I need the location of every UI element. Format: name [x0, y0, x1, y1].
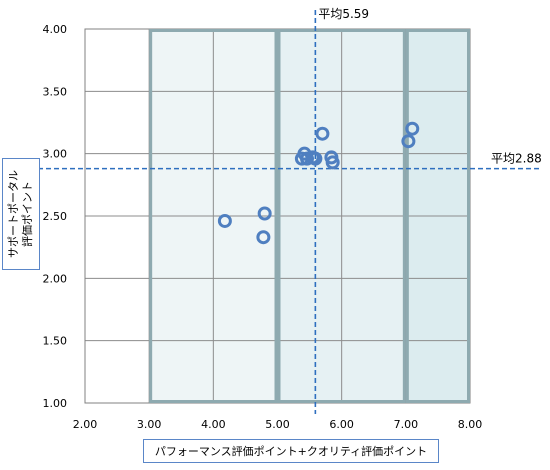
y-axis-label-line-2: 評価ポイント	[21, 181, 34, 247]
data-point-9	[315, 126, 330, 141]
x-mean-label: 平均5.59	[318, 7, 369, 21]
x-tick-label-5: 6.00	[329, 418, 354, 431]
y-tick-label-7: 4.00	[43, 23, 68, 36]
data-points	[217, 121, 420, 245]
band-borders	[149, 29, 471, 403]
y-tick-label-1: 1.00	[43, 397, 68, 410]
data-point-12	[401, 134, 416, 149]
y-mean-label: 平均2.88	[491, 152, 542, 166]
data-point-11	[325, 155, 340, 170]
data-point-6	[300, 151, 315, 166]
y-tick-label-2: 1.50	[43, 335, 68, 348]
y-tick-label-5: 3.00	[43, 148, 68, 161]
data-point-1	[217, 213, 232, 228]
shaded-band-border-2	[277, 29, 406, 403]
mean-lines: 平均5.59 平均2.88	[22, 7, 542, 414]
x-axis-label: パフォーマンス評価ポイント+クオリティ評価ポイント	[143, 439, 439, 463]
y-tick-label-3: 2.00	[43, 272, 68, 285]
data-point-3	[257, 206, 272, 221]
data-point-13	[405, 121, 420, 136]
shaded-band-border-1	[149, 29, 278, 403]
y-axis-label: サポートポータル 評価ポイント	[2, 158, 40, 270]
shaded-band-border-3	[405, 29, 471, 403]
x-tick-label-7: 8.00	[458, 418, 483, 431]
y-tick-label-4: 2.50	[43, 210, 68, 223]
y-axis-label-line-1: サポートポータル	[7, 170, 20, 258]
x-tick-label-2: 3.00	[137, 418, 162, 431]
x-axis-ticks: 2.00 3.00 4.00 5.00 6.00 7.00 8.00	[73, 418, 483, 431]
data-point-8	[308, 151, 323, 166]
x-tick-label-3: 4.00	[201, 418, 226, 431]
y-tick-label-6: 3.50	[43, 85, 68, 98]
data-point-2	[256, 230, 271, 245]
x-axis-label-text: パフォーマンス評価ポイント+クオリティ評価ポイント	[154, 445, 428, 458]
x-tick-label-1: 2.00	[73, 418, 98, 431]
x-tick-label-6: 7.00	[394, 418, 419, 431]
y-axis-ticks: 1.00 1.50 2.00 2.50 3.00 3.50 4.00	[43, 23, 68, 410]
x-tick-label-4: 5.00	[265, 418, 290, 431]
